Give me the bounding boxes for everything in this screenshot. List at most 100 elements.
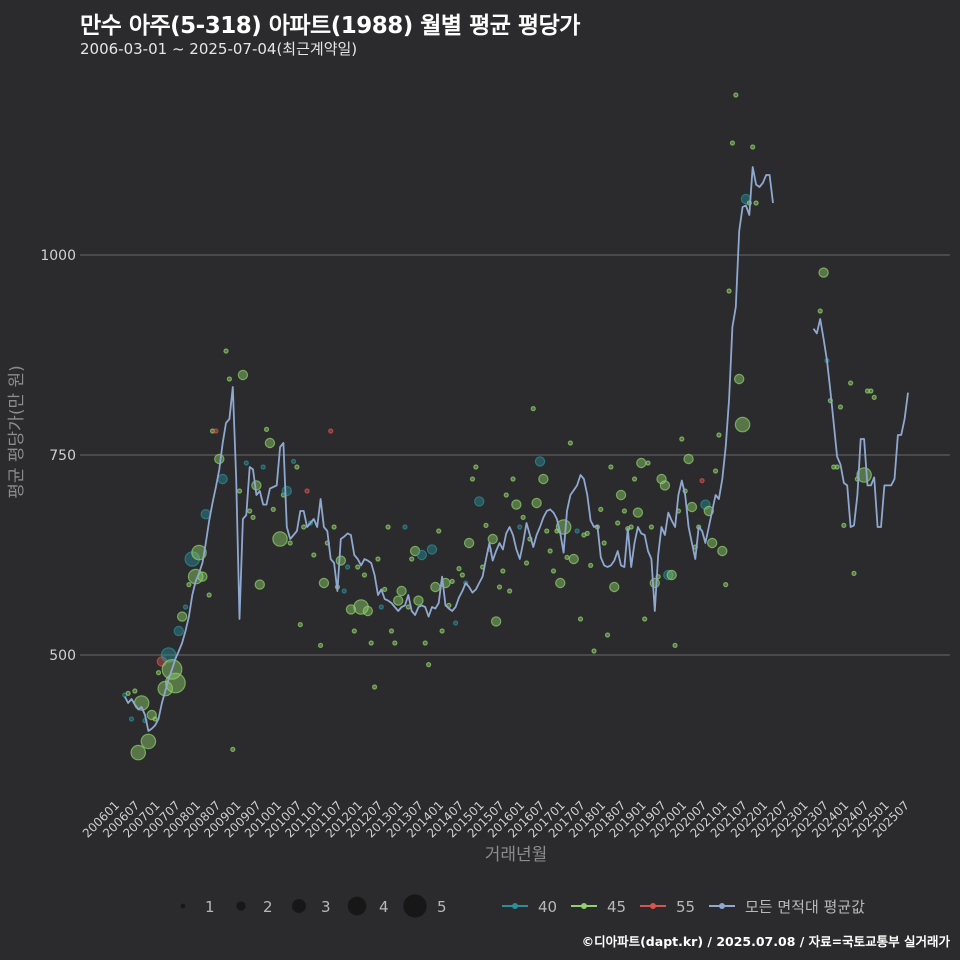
point-202012-45 [717,545,728,557]
point-201708-45 [584,530,590,537]
y-tick-500: 500 [49,648,76,664]
point-202103-45 [729,140,736,146]
point-201307-40 [416,549,428,561]
point-201407-45 [459,572,465,578]
point-201008-45 [301,524,307,530]
point-200607-45 [130,744,147,761]
point-201208-45 [382,586,388,593]
chart-subtitle: 2006-03-01 ~ 2025-07-04(최근계약일) [80,40,358,58]
point-201510-45 [510,476,516,482]
point-202110-45 [753,200,759,206]
point-201804-45 [609,581,620,593]
point-201810-45 [631,476,638,482]
point-202305-45 [817,308,823,314]
point-202011-45 [716,432,722,438]
point-200701-45 [155,669,162,676]
point-201802-45 [604,632,611,638]
point-201412-40 [474,496,485,507]
legend-label-avg: 모든 면적대 평균값 [745,898,865,916]
point-201704-45 [568,553,579,565]
point-201109-40 [344,564,351,570]
chart-title: 만수 아주(5-318) 아파트(1988) 월별 평균 평당가 [80,13,580,39]
point-200710-45 [186,581,192,588]
legend-label-55: 55 [676,898,695,916]
point-201210-45 [388,628,395,634]
point-200902-45 [237,369,249,381]
point-201811-45 [632,507,644,518]
point-201511-45 [511,499,522,510]
point-201401-45 [439,628,445,634]
point-202306-45 [818,267,829,278]
grid-lines [80,254,950,656]
point-201207-40 [378,604,384,610]
point-201607-45 [538,473,549,485]
point-201206-45 [375,556,381,562]
point-201306-45 [413,595,424,606]
point-201005-40 [290,458,297,464]
point-202310-45 [834,464,840,470]
point-201007-45 [297,621,303,628]
point-201506-45 [496,584,503,590]
point-202408-45 [868,388,874,394]
average-line-segment-0 [124,166,774,732]
point-201409-45 [463,537,475,549]
point-201309-45 [425,661,432,668]
point-200903-40 [243,460,249,466]
point-200905-45 [250,514,256,521]
point-201211-45 [392,640,398,646]
point-200909-45 [263,426,270,432]
point-201107-45 [335,555,347,566]
legend-size-1 [180,903,186,909]
point-202009-45 [706,537,718,549]
legend-size-label-1: 1 [205,898,215,916]
legend-label-40: 40 [538,898,557,916]
point-201006-45 [294,464,300,470]
point-201406-45 [456,565,462,572]
point-201301-45 [396,585,407,597]
point-201712-45 [598,506,604,512]
point-202102-45 [726,288,732,294]
point-201104-55 [328,428,334,434]
point-201809-45 [628,524,634,530]
point-202311-45 [837,404,844,410]
average-line [124,166,909,732]
point-200605-40 [128,716,135,722]
point-201610-45 [550,568,557,574]
point-201606-40 [534,456,546,467]
point-201601-45 [520,514,526,521]
legend-label-45: 45 [607,898,626,916]
average-line-segment-1 [812,318,909,528]
point-201604-45 [530,406,536,412]
point-201602-45 [523,560,530,566]
legend-dot-45 [581,903,587,909]
point-200706-45 [164,672,186,694]
point-201508-45 [503,492,509,498]
point-201111-45 [351,628,357,634]
point-200801-45 [191,544,207,561]
point-201910-45 [672,642,678,649]
point-201411-45 [473,464,479,470]
point-201806-45 [615,489,627,501]
point-201202-45 [361,572,368,578]
point-201812-45 [636,457,647,469]
point-201003-40 [281,485,293,497]
point-201912-45 [679,436,685,442]
point-200910-45 [264,437,276,449]
point-200612-45 [152,716,158,722]
point-201801-45 [601,540,607,546]
point-201703-45 [567,440,573,446]
point-202106-45 [734,416,751,433]
legend-dot-40 [512,903,518,909]
point-201608-45 [544,528,550,534]
point-201903-45 [648,524,655,530]
point-201011-45 [311,552,317,558]
point-200901-45 [236,488,243,494]
point-200707-40 [173,625,184,637]
point-201502-45 [483,522,489,529]
point-201209-45 [385,524,391,530]
x-tick-labels: 2006012006072007012007072008012008072009… [80,798,912,840]
point-201310-40 [426,544,438,555]
legend-size-label-2: 2 [263,898,273,916]
